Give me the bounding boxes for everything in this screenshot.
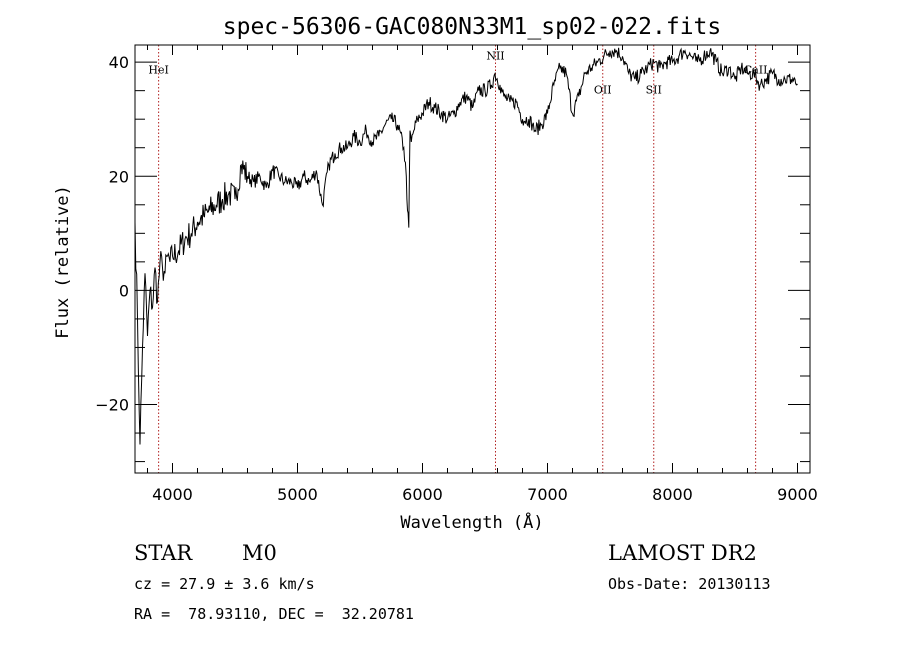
plot-frame [134, 44, 811, 474]
plot-area: HeI NII OII SII CaII [134, 45, 798, 473]
y-tick-label: 40 [109, 53, 129, 72]
obs-date-text: Obs-Date: 20130113 [608, 575, 771, 593]
annotation-labels: HeI NII OII SII CaII [148, 49, 767, 96]
line-label-nii: NII [486, 49, 504, 62]
axis-tick-labels: 4000 5000 6000 7000 8000 9000 −20 0 20 40 [95, 53, 818, 504]
line-label-oii: OII [594, 84, 612, 97]
x-tick-label: 9000 [777, 485, 818, 504]
class-label: STAR [134, 541, 193, 565]
line-label-sii: SII [646, 84, 662, 97]
axis-ticks [135, 45, 810, 473]
line-label-caii: CaII [744, 64, 768, 77]
subclass-label: M0 [242, 541, 277, 565]
chart-title: spec-56306-GAC080N33M1_sp02-022.fits [223, 14, 722, 40]
line-label-hei: HeI [148, 64, 168, 77]
x-tick-label: 6000 [402, 485, 443, 504]
redshift-text: cz = 27.9 ± 3.6 km/s [134, 575, 315, 593]
x-tick-label: 4000 [152, 485, 193, 504]
coordinates-text: RA = 78.93110, DEC = 32.20781 [134, 605, 414, 623]
x-tick-label: 5000 [277, 485, 318, 504]
spectrum-line [134, 47, 798, 445]
survey-label: LAMOST DR2 [608, 541, 757, 565]
y-tick-label: 0 [119, 281, 129, 300]
annotation-lines [158, 45, 757, 473]
x-axis-label: Wavelength (Å) [400, 511, 543, 533]
x-tick-label: 8000 [652, 485, 693, 504]
y-tick-label: −20 [95, 396, 129, 415]
x-tick-label: 7000 [527, 485, 568, 504]
y-tick-label: 20 [109, 167, 129, 186]
y-axis-label: Flux (relative) [53, 185, 73, 339]
